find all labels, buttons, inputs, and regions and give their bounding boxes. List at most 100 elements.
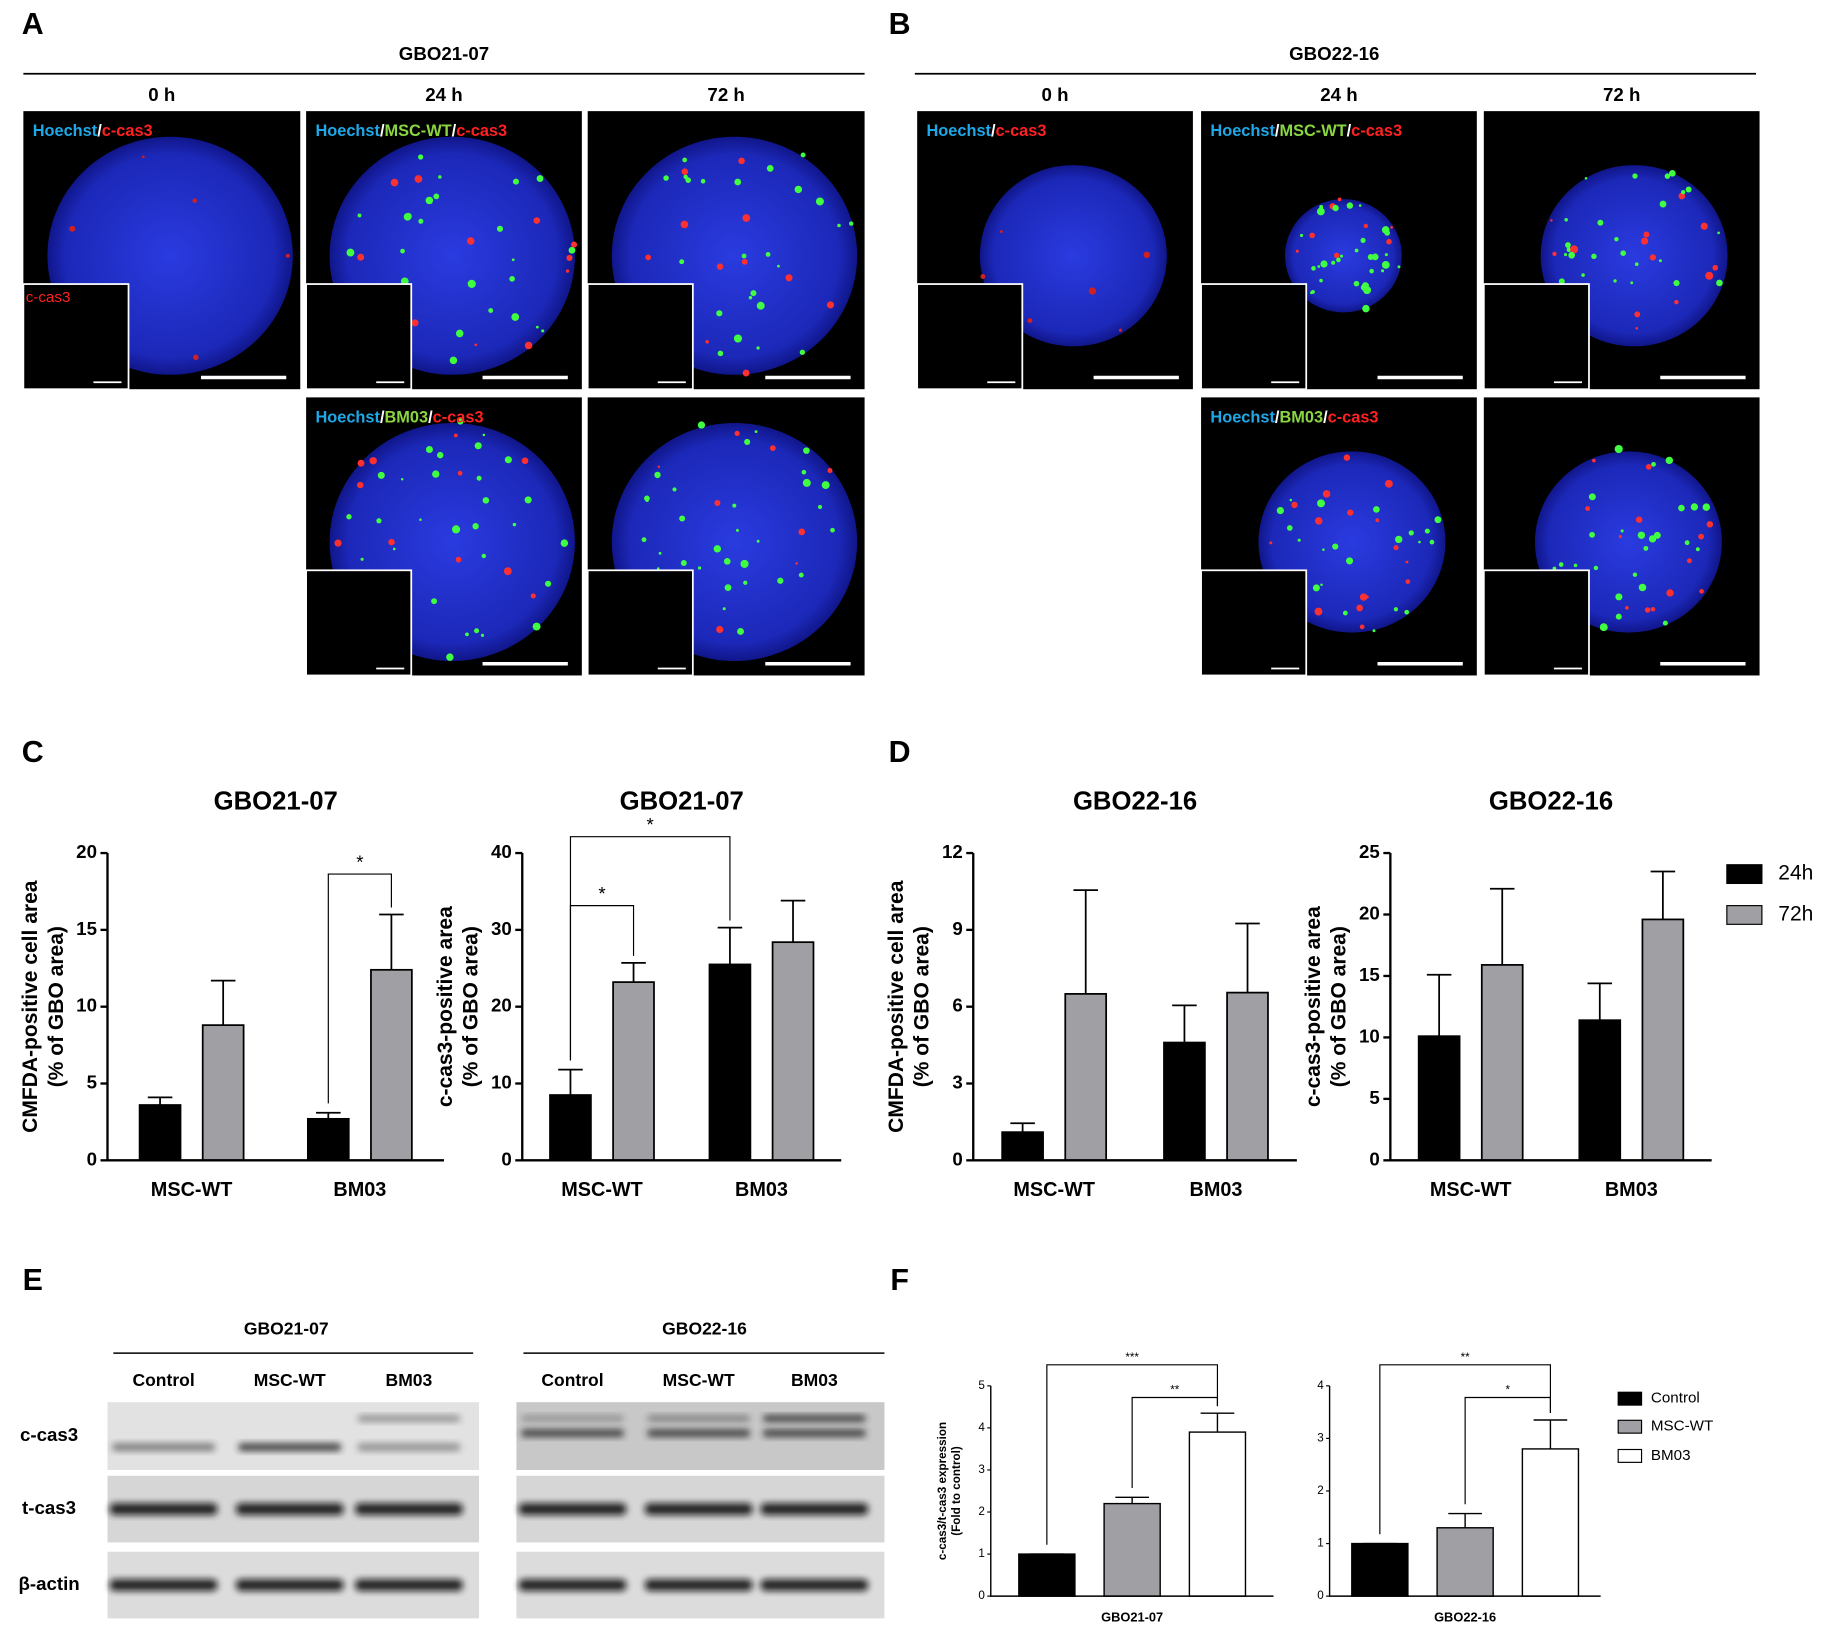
signal-dot	[801, 469, 807, 475]
axis	[1328, 1385, 1601, 1597]
signal-dot	[1690, 503, 1699, 511]
y-axis-label: CMFDA-positive cell area	[885, 880, 908, 1133]
stain-part: c-cas3	[456, 122, 507, 140]
inset	[586, 569, 694, 677]
group-title: GBO22-16	[1289, 43, 1379, 64]
signal-dot	[656, 567, 660, 570]
signal-dot	[742, 214, 751, 222]
signal-dot	[744, 438, 751, 445]
signal-dot	[1027, 318, 1033, 323]
signal-dot	[714, 499, 721, 506]
signal-dot	[740, 559, 749, 568]
y-tick-label: 5	[978, 1379, 984, 1392]
signal-dot	[524, 496, 532, 504]
signal-dot	[1673, 279, 1680, 287]
signal-dot	[565, 269, 570, 273]
signal-dot	[765, 252, 771, 257]
signal-dot	[1669, 169, 1676, 177]
signal-dot	[1316, 207, 1325, 216]
band	[762, 1415, 866, 1423]
stain-label: Hoechst/BM03/c-cas3	[1210, 409, 1378, 427]
signal-dot	[799, 349, 806, 355]
bar	[370, 968, 413, 1162]
signal-dot	[795, 562, 798, 565]
blot-row-label: t-cas3	[22, 1497, 76, 1518]
signal-dot	[645, 498, 649, 502]
signal-dot	[480, 633, 485, 637]
signal-dot	[849, 221, 854, 226]
signal-dot	[511, 258, 515, 262]
signal-dot	[734, 178, 742, 186]
y-tick-label: 0	[87, 1148, 97, 1169]
signal-dot	[1299, 233, 1304, 238]
legend-swatch	[1726, 864, 1763, 885]
signal-dot	[1558, 278, 1565, 285]
error-bar	[621, 962, 646, 983]
signal-dot	[405, 212, 412, 220]
bar	[138, 1104, 182, 1162]
signal-dot	[141, 155, 145, 159]
error-bar	[1073, 889, 1098, 994]
inset	[1200, 283, 1308, 391]
signal-dot	[1563, 253, 1568, 257]
signal-dot	[1643, 545, 1649, 551]
signal-dot	[815, 197, 824, 206]
signal-dot	[357, 253, 365, 261]
x-tick-label: MSC-WT	[1430, 1179, 1512, 1201]
signal-dot	[1589, 531, 1595, 538]
group-title: GBO21-07	[399, 43, 489, 64]
signal-dot	[697, 566, 702, 570]
signal-dot	[346, 248, 355, 257]
signal-dot	[1658, 259, 1662, 263]
signal-dot	[466, 237, 475, 245]
signal-dot	[1645, 464, 1652, 470]
x-tick-label: MSC-WT	[561, 1179, 643, 1201]
y-axis-label: (% of GBO area)	[911, 926, 934, 1087]
x-tick-label: BM03	[1605, 1179, 1658, 1201]
signal-dot	[1386, 238, 1392, 245]
signal-dot	[1405, 579, 1411, 584]
signal-dot	[481, 553, 487, 559]
y-tick-label: 1	[1317, 1537, 1324, 1550]
signal-dot	[512, 522, 517, 527]
legend-label: BM03	[1651, 1447, 1691, 1464]
bar	[1436, 1527, 1494, 1597]
band	[109, 1503, 218, 1515]
stain-part: BM03	[1279, 409, 1323, 427]
signal-dot	[1393, 607, 1398, 612]
band	[760, 1503, 869, 1515]
signal-dot	[1570, 245, 1579, 254]
signal-dot	[533, 217, 541, 224]
bar	[612, 981, 655, 1162]
stain-part: c-cas3	[102, 122, 153, 140]
stain-part: Hoechst	[33, 122, 98, 140]
signal-dot	[474, 343, 478, 347]
stain-part: Hoechst	[1210, 122, 1275, 140]
signal-dot	[1311, 266, 1316, 271]
error-bar	[780, 899, 806, 943]
band	[518, 1503, 627, 1515]
signal-dot	[1354, 248, 1359, 253]
signal-dot	[472, 523, 479, 530]
signal-dot	[504, 456, 512, 464]
bar	[1480, 964, 1524, 1162]
signal-dot	[449, 356, 458, 365]
signal-dot	[1345, 557, 1354, 565]
signal-dot	[1712, 264, 1719, 271]
y-tick-label: 3	[1317, 1431, 1324, 1444]
signal-dot	[1588, 493, 1596, 501]
signal-dot	[1309, 232, 1315, 239]
signal-dot	[369, 457, 377, 465]
error-bar	[717, 926, 743, 965]
signal-dot	[800, 152, 806, 158]
signal-dot	[496, 225, 504, 232]
signal-dot	[285, 253, 290, 258]
y-tick-label: 15	[76, 918, 97, 939]
signal-dot	[521, 457, 529, 465]
bar	[1578, 1019, 1622, 1162]
y-tick-label: 0	[952, 1148, 962, 1169]
signal-dot	[748, 295, 753, 300]
signal-dot	[685, 177, 692, 183]
y-tick-label: 10	[491, 1071, 512, 1092]
